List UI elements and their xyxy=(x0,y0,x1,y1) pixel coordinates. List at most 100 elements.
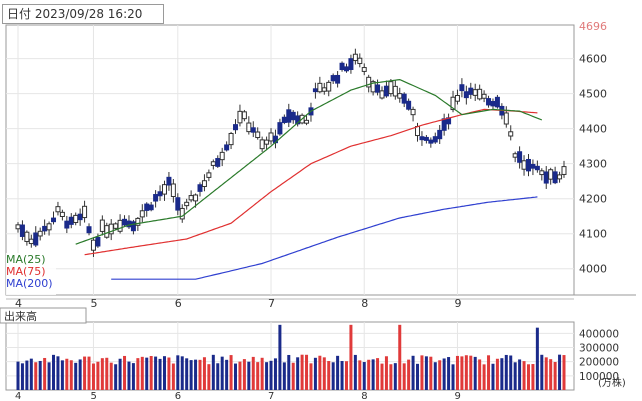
volume-bar xyxy=(16,361,20,390)
volume-bar xyxy=(265,362,269,390)
volume-bar xyxy=(238,361,242,390)
candle-body xyxy=(19,224,25,237)
candle-body xyxy=(104,225,110,238)
candle-body xyxy=(339,62,345,71)
candle-body xyxy=(557,174,563,180)
candle-body xyxy=(312,88,318,93)
candle-body xyxy=(99,219,105,232)
candle-body xyxy=(237,110,243,124)
volume-bar xyxy=(256,362,260,390)
candle-body xyxy=(534,165,540,171)
volume-bar xyxy=(540,354,544,390)
volume-bar xyxy=(207,364,211,390)
candle-body xyxy=(277,122,283,135)
volume-bar xyxy=(136,358,140,390)
candle-body xyxy=(153,194,159,202)
candle-body xyxy=(255,131,261,139)
candle-body xyxy=(68,216,74,225)
y-tick-label: 4200 xyxy=(579,193,607,206)
candle-body xyxy=(184,201,190,207)
candle-body xyxy=(64,220,70,229)
x-month-label-volume: 6 xyxy=(175,391,181,401)
volume-bar xyxy=(438,360,442,390)
volume-bar xyxy=(180,356,184,390)
y-top-label: 4696 xyxy=(579,20,607,33)
volume-bar xyxy=(43,357,47,390)
volume-bar xyxy=(429,356,433,390)
volume-bar xyxy=(296,357,300,390)
volume-bar xyxy=(384,356,388,390)
candle-body xyxy=(486,98,492,106)
volume-bar xyxy=(553,361,557,390)
date-label: 日付 2023/09/28 16:20 xyxy=(2,4,164,24)
x-month-label: 9 xyxy=(454,297,461,310)
candle-body xyxy=(561,166,567,175)
candle-body xyxy=(86,226,92,234)
candle-body xyxy=(406,100,412,110)
candle-body xyxy=(468,87,474,95)
volume-bar xyxy=(47,362,51,390)
candle-body xyxy=(428,139,434,144)
ma25-line xyxy=(75,78,543,245)
candle-body xyxy=(139,210,145,218)
x-month-label: 7 xyxy=(268,297,275,310)
y-tick-label: 4000 xyxy=(579,263,607,276)
candle-body xyxy=(459,84,465,92)
volume-bar xyxy=(322,357,326,390)
volume-bar xyxy=(131,363,135,390)
candle-body xyxy=(166,176,172,186)
candle-body xyxy=(228,132,234,146)
candle-body xyxy=(46,223,52,231)
volume-bar xyxy=(424,356,428,390)
volume-bar xyxy=(336,355,340,390)
x-month-label-volume: 5 xyxy=(90,391,96,401)
volume-bar xyxy=(442,358,446,390)
volume-bar xyxy=(242,359,246,390)
volume-bar xyxy=(158,358,162,390)
candle-body xyxy=(348,58,354,70)
volume-bar xyxy=(167,357,171,390)
volume-bar xyxy=(402,363,406,390)
candle-body xyxy=(415,126,421,137)
volume-bar xyxy=(535,327,539,390)
candle-body xyxy=(250,127,256,133)
volume-bar xyxy=(114,364,118,390)
volume-bar xyxy=(344,361,348,390)
volume-bar xyxy=(123,355,127,390)
ma200-line xyxy=(111,196,538,280)
x-month-label-volume: 8 xyxy=(361,391,367,401)
candle-body xyxy=(521,160,527,170)
candle-body xyxy=(193,194,199,202)
volume-bar xyxy=(282,362,286,390)
volume-bar xyxy=(447,357,451,390)
candle-body xyxy=(326,81,332,92)
volume-bar xyxy=(185,358,189,390)
volume-bar xyxy=(398,324,402,390)
volume-bar xyxy=(154,356,158,390)
candle-body xyxy=(55,206,61,213)
candle-body xyxy=(95,236,101,247)
volume-bar xyxy=(420,355,424,390)
candle-body xyxy=(219,151,225,161)
volume-bar xyxy=(331,362,335,390)
candle-body xyxy=(543,171,549,184)
candle-body xyxy=(197,184,203,192)
volume-bar xyxy=(140,356,144,390)
candle-body xyxy=(188,195,194,201)
candle-body xyxy=(335,74,341,84)
volume-bar xyxy=(260,357,264,390)
volume-bar xyxy=(478,359,482,390)
volume-bar xyxy=(229,355,233,390)
volume-bar xyxy=(176,355,180,390)
volume-bar xyxy=(211,354,215,390)
legend-bg xyxy=(6,253,56,295)
candle-body xyxy=(82,205,88,219)
candle-body xyxy=(37,230,43,237)
volume-bar xyxy=(74,362,78,390)
volume-bar xyxy=(251,356,255,390)
volume-bar xyxy=(509,355,513,390)
candle-body xyxy=(42,225,48,232)
volume-bar xyxy=(495,358,499,390)
candle-body xyxy=(122,218,128,226)
volume-bar xyxy=(393,363,397,390)
